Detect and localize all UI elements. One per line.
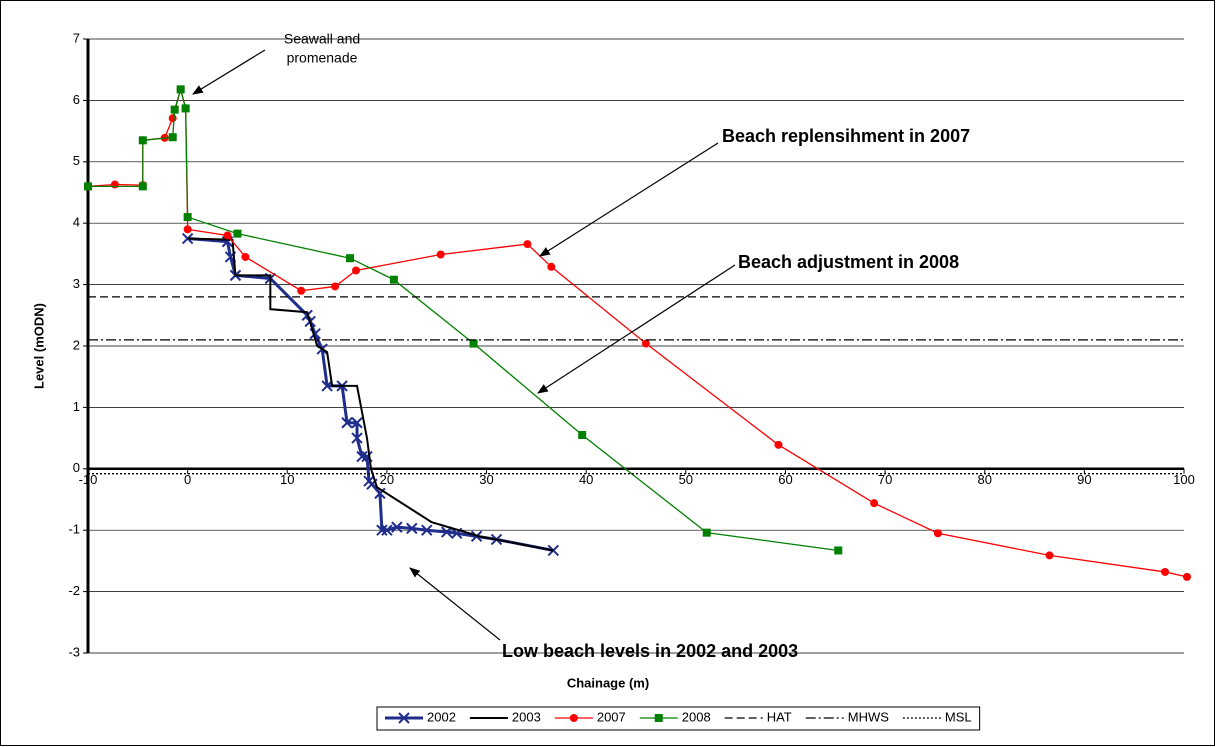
marker (110, 180, 119, 189)
x-tick-label: 30 (479, 472, 493, 487)
marker (702, 528, 711, 537)
legend-label: HAT (767, 709, 792, 724)
marker (933, 529, 942, 538)
marker (176, 85, 185, 94)
marker (321, 380, 333, 392)
marker (1161, 567, 1170, 576)
marker (183, 225, 192, 234)
x-tick-label: 100 (1173, 472, 1195, 487)
y-tick-label: -1 (68, 522, 80, 537)
marker (351, 417, 363, 429)
marker (391, 521, 403, 533)
annotation: Beach replensihment in 2007 (722, 126, 970, 146)
y-tick-label: 4 (73, 215, 80, 230)
y-tick-label: 7 (73, 30, 80, 45)
marker (641, 339, 650, 348)
x-tick-label: 80 (977, 472, 991, 487)
marker (381, 524, 393, 536)
marker (398, 712, 410, 724)
annotation-arrow (537, 264, 736, 394)
marker (389, 275, 398, 284)
x-axis-title: Chainage (m) (567, 675, 649, 690)
legend-label: MSL (945, 709, 972, 724)
y-tick-label: 1 (73, 399, 80, 414)
series-line (187, 237, 554, 552)
marker (138, 136, 147, 145)
marker (421, 524, 433, 536)
x-tick-label: 70 (878, 472, 892, 487)
annotation-arrow (409, 567, 501, 641)
marker (346, 254, 355, 263)
marker (376, 524, 388, 536)
marker (578, 431, 587, 440)
marker (223, 231, 232, 240)
legend-label: 2007 (597, 709, 626, 724)
marker (374, 487, 386, 500)
marker (440, 526, 453, 538)
x-tick-label: 10 (280, 472, 294, 487)
marker (221, 235, 234, 248)
y-tick-label: -2 (68, 583, 80, 598)
marker (352, 266, 361, 275)
annotation: Low beach levels in 2002 and 2003 (502, 641, 798, 661)
marker (1045, 551, 1054, 560)
marker (356, 450, 368, 463)
legend-label: 2002 (427, 709, 456, 724)
marker (341, 417, 353, 429)
marker (183, 213, 192, 222)
x-tick-label: 50 (679, 472, 693, 487)
x-tick-label: 60 (778, 472, 792, 487)
y-tick-label: -3 (68, 644, 80, 659)
marker (297, 286, 306, 295)
marker (84, 182, 92, 191)
x-tick-label: 20 (380, 472, 394, 487)
marker (547, 544, 560, 557)
x-tick-label: 40 (579, 472, 593, 487)
legend-box (376, 706, 981, 731)
y-tick-label: 3 (73, 276, 80, 291)
y-axis-title: Level (mODN) (31, 303, 46, 389)
legend-label: MHWS (848, 709, 889, 724)
marker (331, 282, 340, 291)
annotation: promenade (287, 50, 358, 66)
marker (469, 339, 478, 348)
marker (233, 229, 242, 238)
marker (834, 546, 843, 555)
marker (406, 522, 418, 535)
marker (168, 133, 177, 142)
legend: 2002 2003 2007 2008 HAT MHWS MSL (376, 706, 981, 731)
marker (1182, 572, 1191, 581)
marker (170, 105, 179, 114)
legend-label: 2003 (512, 709, 541, 724)
y-tick-label: 2 (73, 337, 80, 352)
annotation: Beach adjustment in 2008 (738, 252, 959, 272)
marker (774, 440, 783, 449)
marker (138, 182, 147, 191)
marker (523, 240, 532, 249)
x-tick-label: 90 (1077, 472, 1091, 487)
y-tick-label: 5 (73, 153, 80, 168)
annotation-arrow (192, 49, 266, 95)
marker (654, 714, 663, 722)
marker (569, 714, 578, 722)
annotation: Seawall and (284, 31, 360, 47)
marker (181, 104, 190, 113)
x-tick-label: 0 (184, 472, 191, 487)
marker (436, 250, 445, 259)
marker (547, 262, 556, 271)
marker (870, 499, 879, 508)
y-tick-label: 0 (73, 460, 80, 475)
legend-label: 2008 (682, 709, 711, 724)
marker (181, 232, 194, 245)
marker (168, 114, 177, 123)
marker (241, 252, 250, 261)
annotation-arrow (539, 142, 719, 257)
marker (351, 432, 363, 444)
y-tick-label: 6 (73, 92, 80, 107)
